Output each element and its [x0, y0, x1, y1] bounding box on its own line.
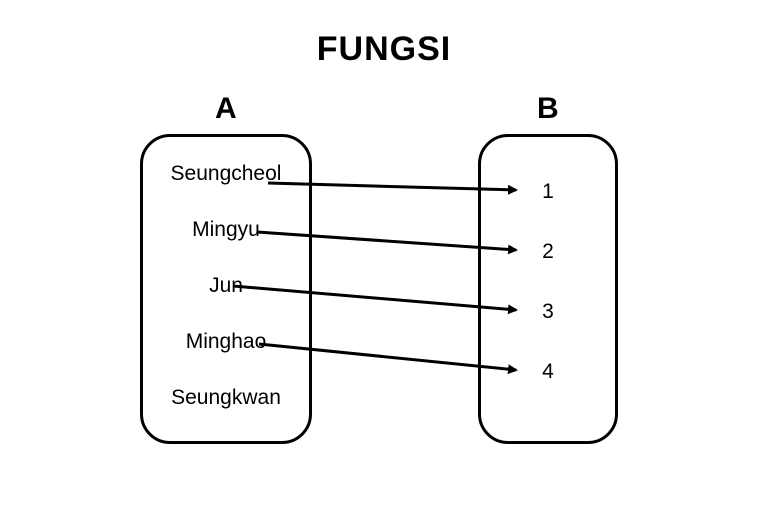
set-b-item: 4: [478, 360, 618, 384]
set-a-item: Seungcheol: [140, 162, 312, 186]
set-b-item: 1: [478, 180, 618, 204]
set-b-item: 3: [478, 300, 618, 324]
diagram-title: FUNGSI: [0, 30, 768, 69]
set-a-item: Seungkwan: [140, 386, 312, 410]
set-a-item: Minghao: [140, 330, 312, 354]
set-b-item: 2: [478, 240, 618, 264]
set-a-item: Jun: [140, 274, 312, 298]
set-a-item: Mingyu: [140, 218, 312, 242]
set-a-label: A: [215, 92, 237, 126]
set-b-label: B: [537, 92, 559, 126]
mapping-arrows: [0, 0, 768, 512]
